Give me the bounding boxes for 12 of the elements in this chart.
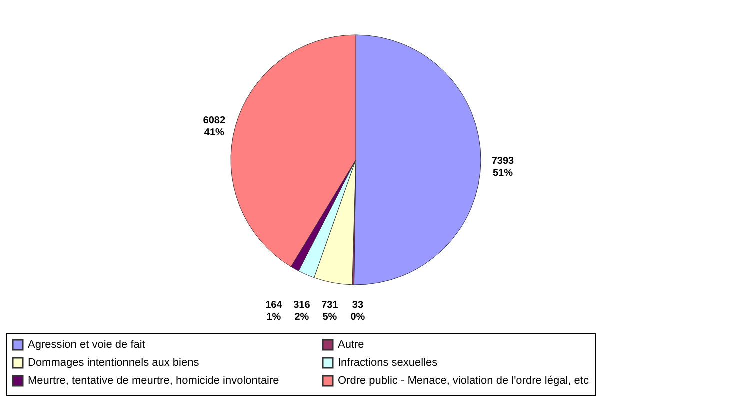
legend-label: Ordre public - Menace, violation de l'ordre légal, etc <box>338 375 590 387</box>
data-label: 731 5% <box>322 300 339 323</box>
legend-label: Dommages intentionnels aux biens <box>28 357 200 369</box>
data-label: 7393 51% <box>492 156 515 180</box>
data-label: 316 2% <box>294 300 311 323</box>
legend-label: Meurtre, tentative de meurtre, homicide involontaire <box>28 375 280 387</box>
data-label: 33 0% <box>350 300 366 323</box>
legend-label: Autre <box>338 339 364 351</box>
legend-label: Infractions sexuelles <box>338 357 438 369</box>
legend-label: Agression et voie de fait <box>28 339 146 351</box>
data-label: 6082 41% <box>203 115 226 138</box>
data-label: 164 1% <box>266 300 283 323</box>
